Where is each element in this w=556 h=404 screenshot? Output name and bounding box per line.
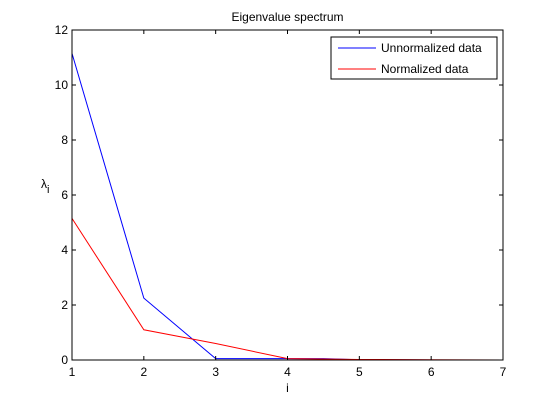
x-tick-label: 1 bbox=[69, 365, 76, 379]
legend-box bbox=[330, 36, 498, 80]
y-tick-label: 0 bbox=[61, 353, 68, 367]
y-axis-label: λi bbox=[41, 177, 49, 196]
x-axis-label: i bbox=[286, 381, 289, 395]
y-axis-label-subscript: i bbox=[47, 184, 49, 196]
x-tick-label: 5 bbox=[356, 365, 363, 379]
y-tick-label: 12 bbox=[55, 23, 69, 37]
legend-label-2: Normalized data bbox=[381, 62, 469, 76]
y-tick-label: 4 bbox=[61, 243, 68, 257]
y-tick-label: 10 bbox=[55, 78, 69, 92]
y-tick-label: 8 bbox=[61, 133, 68, 147]
legend-label-1: Unnormalized data bbox=[381, 41, 482, 55]
x-tick-label: 4 bbox=[284, 365, 291, 379]
y-axis-label-symbol: λ bbox=[41, 177, 47, 191]
plot-area-background bbox=[72, 30, 503, 360]
x-tick-label: 2 bbox=[140, 365, 147, 379]
y-tick-label: 6 bbox=[61, 188, 68, 202]
y-tick-label: 2 bbox=[61, 298, 68, 312]
legend: Unnormalized data Normalized data bbox=[330, 36, 498, 80]
x-tick-label: 3 bbox=[212, 365, 219, 379]
chart-title: Eigenvalue spectrum bbox=[231, 10, 343, 24]
x-tick-label: 7 bbox=[500, 365, 507, 379]
x-tick-label: 6 bbox=[428, 365, 435, 379]
